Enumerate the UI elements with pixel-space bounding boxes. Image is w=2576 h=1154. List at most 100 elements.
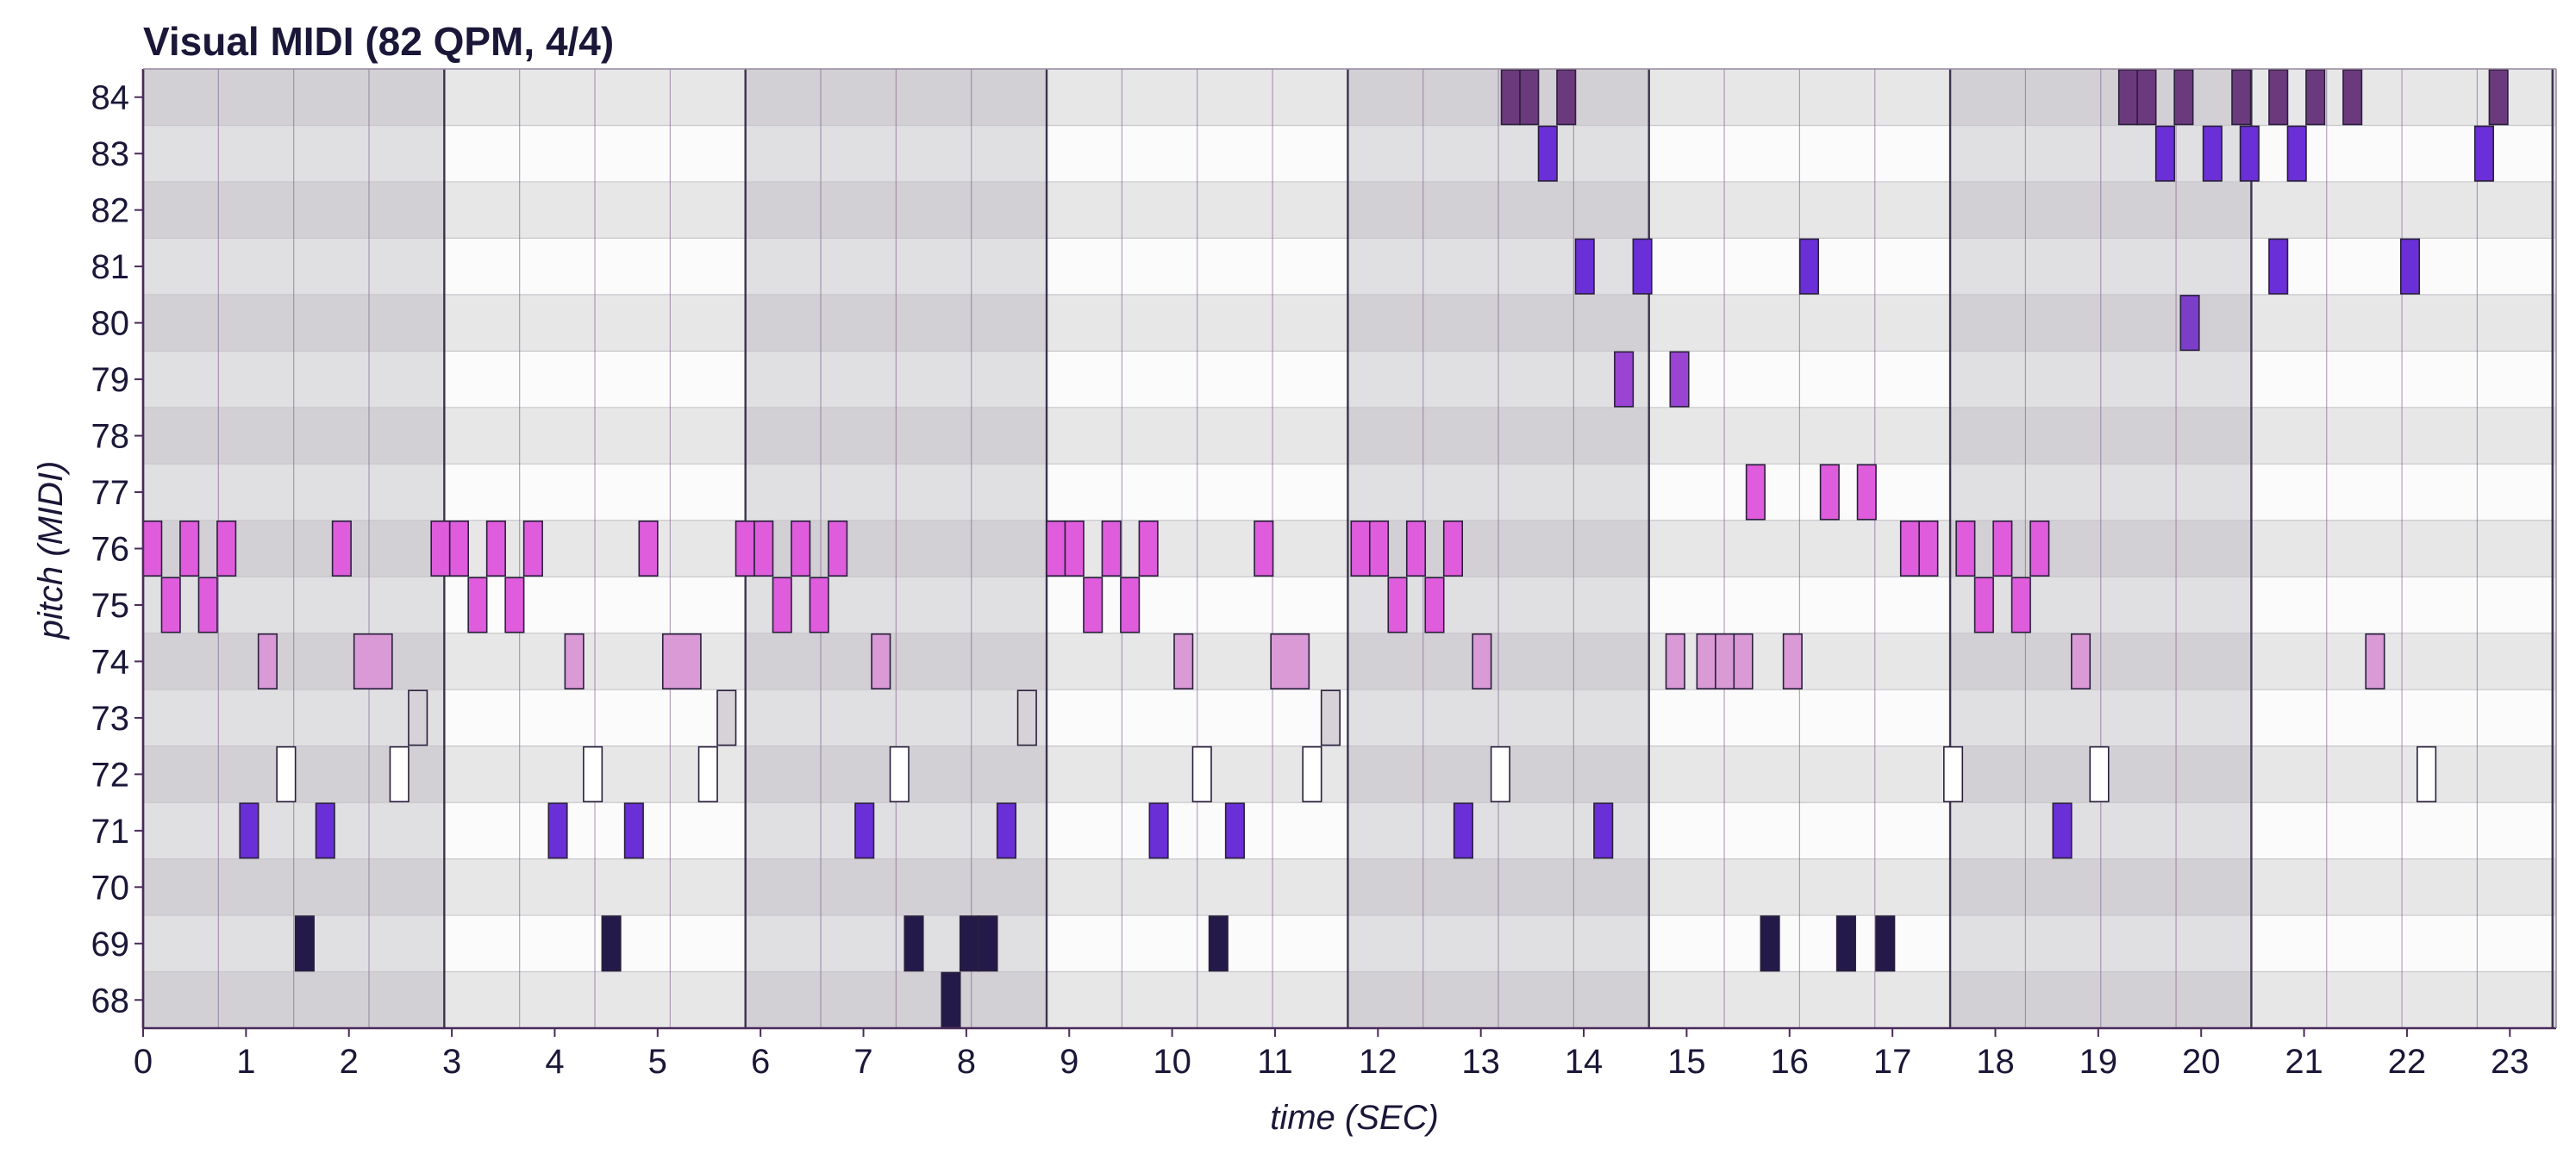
note-76 xyxy=(1368,520,1390,577)
note-72 xyxy=(2417,745,2437,802)
y-tick-label: 78 xyxy=(91,418,130,456)
x-tick-label: 16 xyxy=(1771,1043,1810,1081)
bar-shade-cell xyxy=(2552,238,2556,295)
y-tick-label: 71 xyxy=(91,813,130,851)
note-76 xyxy=(753,520,774,577)
note-79 xyxy=(1614,351,1635,408)
bar-shade-cell xyxy=(2552,69,2556,126)
note-73 xyxy=(1016,689,1037,746)
x-tick-label: 8 xyxy=(957,1043,976,1081)
y-tick-label: 73 xyxy=(91,700,130,738)
x-tick-label: 12 xyxy=(1359,1043,1397,1081)
note-84 xyxy=(2305,69,2326,126)
y-tick-label: 81 xyxy=(91,248,130,286)
note-76 xyxy=(448,520,469,577)
note-75 xyxy=(1387,577,1408,633)
note-74 xyxy=(2071,633,2091,689)
note-83 xyxy=(2202,125,2223,182)
note-76 xyxy=(485,520,506,577)
note-71 xyxy=(547,802,568,859)
note-75 xyxy=(197,577,218,633)
note-76 xyxy=(735,520,755,577)
note-79 xyxy=(1669,351,1690,408)
x-tick-label: 11 xyxy=(1257,1043,1293,1081)
note-84 xyxy=(2173,69,2194,126)
note-76 xyxy=(1955,520,1976,577)
note-84 xyxy=(1556,69,1577,126)
note-69 xyxy=(1875,915,1896,972)
note-76 xyxy=(1350,520,1371,577)
note-74 xyxy=(1715,633,1735,689)
x-tick-label: 10 xyxy=(1153,1043,1191,1081)
x-tick-label: 2 xyxy=(340,1043,359,1081)
note-74 xyxy=(1782,633,1803,689)
bar-shade-cell xyxy=(2552,915,2556,972)
y-tick-label: 80 xyxy=(91,305,130,343)
y-tick-label: 82 xyxy=(91,192,130,230)
note-72 xyxy=(889,745,910,802)
bar-shade-cell xyxy=(2552,633,2556,690)
note-76 xyxy=(1254,520,1274,577)
note-76 xyxy=(2029,520,2050,577)
note-76 xyxy=(522,520,543,577)
note-layer xyxy=(142,69,2509,1028)
y-tick-label: 70 xyxy=(91,869,130,907)
x-tick-labels: 0 1 2 3 4 5 6 7 8 9 10 11 12 13 14 15 16 17 18 19 20 21 22 23 xyxy=(134,1028,2529,1081)
x-tick-label: 5 xyxy=(648,1043,667,1081)
note-76 xyxy=(1899,520,1920,577)
bar-shade-cell xyxy=(2552,181,2556,239)
note-81 xyxy=(1798,238,1819,295)
note-73 xyxy=(716,689,737,746)
note-81 xyxy=(2268,238,2289,295)
note-74 xyxy=(353,633,393,689)
x-tick-label: 19 xyxy=(2079,1043,2118,1081)
x-tick-label: 7 xyxy=(853,1043,872,1081)
note-74 xyxy=(564,633,585,689)
x-tick-label: 1 xyxy=(236,1043,255,1081)
bar-shade-cell xyxy=(2552,464,2556,521)
note-76 xyxy=(331,520,352,577)
note-76 xyxy=(638,520,659,577)
note-76 xyxy=(1064,520,1085,577)
note-69 xyxy=(294,915,315,972)
y-tick-label: 69 xyxy=(91,926,130,964)
y-tick-label: 72 xyxy=(91,756,130,794)
note-68 xyxy=(941,971,961,1028)
note-72 xyxy=(1302,745,1322,802)
note-83 xyxy=(1537,125,1558,182)
note-76 xyxy=(430,520,451,577)
bar-shade-cell xyxy=(2552,689,2556,746)
note-71 xyxy=(2052,802,2073,859)
y-tick-label: 74 xyxy=(91,643,130,681)
note-74 xyxy=(257,633,278,689)
note-75 xyxy=(504,577,525,633)
note-81 xyxy=(1632,238,1653,295)
note-84 xyxy=(2231,69,2252,126)
note-69 xyxy=(601,915,622,972)
y-tick-label: 77 xyxy=(91,474,130,512)
note-75 xyxy=(1424,577,1445,633)
note-83 xyxy=(2239,125,2260,182)
note-71 xyxy=(1224,802,1245,859)
note-77 xyxy=(1856,464,1877,521)
note-71 xyxy=(315,802,335,859)
note-69 xyxy=(978,915,998,972)
y-tick-labels: 84 83 82 81 80 79 78 77 76 75 74 73 72 71 70 69 68 xyxy=(91,79,143,1020)
note-75 xyxy=(160,577,181,633)
note-83 xyxy=(2154,125,2175,182)
note-84 xyxy=(2268,69,2289,126)
note-76 xyxy=(1442,520,1463,577)
bar-shade-cell xyxy=(2552,802,2556,859)
note-76 xyxy=(179,520,200,577)
x-tick-label: 3 xyxy=(442,1043,461,1081)
bar-shade-cell xyxy=(2552,971,2556,1028)
note-76 xyxy=(1101,520,1122,577)
note-84 xyxy=(2136,69,2157,126)
note-69 xyxy=(1835,915,1856,972)
note-74 xyxy=(1696,633,1716,689)
note-71 xyxy=(1453,802,1473,859)
x-tick-label: 20 xyxy=(2182,1043,2221,1081)
note-75 xyxy=(1973,577,1994,633)
